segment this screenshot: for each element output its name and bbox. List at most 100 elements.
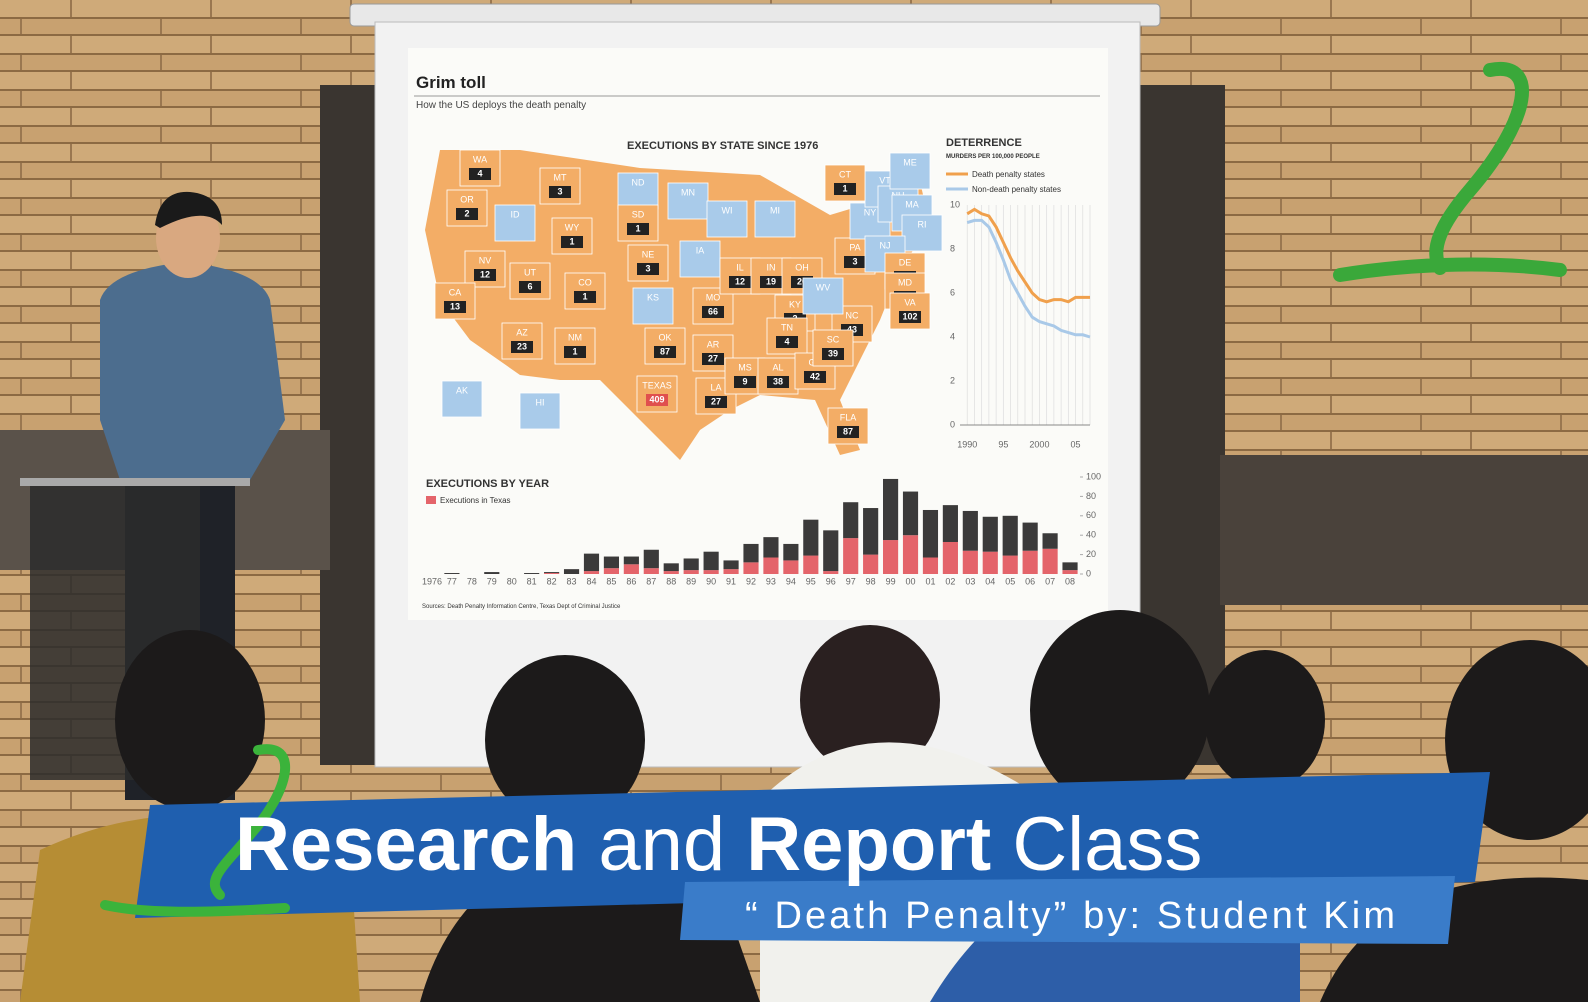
bar [1062,570,1077,574]
x-tick-label: 2000 [1029,439,1049,449]
state-label: SC [827,334,840,344]
state-label: KY [789,299,801,309]
bar [704,570,719,574]
state-count: 12 [735,276,745,286]
x-tick-label: 86 [626,576,636,586]
x-tick-label: 91 [726,576,736,586]
bar [943,542,958,574]
state-count: 23 [517,341,527,351]
bar [1043,549,1058,574]
bar [883,540,898,574]
bar [524,573,539,574]
source: Sources: Death Penalty Information Centr… [422,604,621,610]
x-tick-label: 99 [886,576,896,586]
bar [444,573,459,574]
x-tick-label: 06 [1025,576,1035,586]
state-count: 1 [569,236,574,246]
state-count: 409 [649,394,664,404]
bar [943,505,958,542]
bar [863,508,878,555]
x-tick-label: 78 [467,576,477,586]
state-label: MI [770,205,780,215]
bar [923,510,938,558]
x-tick-label: 92 [746,576,756,586]
state-label: MN [681,187,695,197]
state-count: 87 [660,346,670,356]
slide-subtitle: How the US deploys the death penalty [416,100,586,111]
state-count: 9 [742,376,747,386]
y-tick-label: 4 [950,331,955,341]
legend-label: Non-death penalty states [972,185,1061,194]
state-label: AR [707,339,720,349]
x-tick-label: 89 [686,576,696,586]
x-tick-label: 04 [985,576,995,586]
legend-label: Death penalty states [972,170,1045,179]
bar [963,511,978,551]
state-count: 42 [810,371,820,381]
state-label: IN [767,262,776,272]
x-tick-label: 03 [965,576,975,586]
state-label: WV [816,282,831,292]
y-tick-label: 20 [1086,549,1096,559]
deterrence-subtitle: MURDERS PER 100,000 PEOPLE [946,154,1040,160]
state-label: VA [904,297,915,307]
banner-title: Research and Report Class [235,802,1202,887]
map-title: EXECUTIONS BY STATE SINCE 1976 [627,140,818,152]
state-label: UT [524,267,536,277]
x-tick-label: 80 [507,576,517,586]
state-label: FLA [840,412,857,422]
state-count: 27 [711,396,721,406]
y-tick-label: 40 [1086,530,1096,540]
state-label: MD [898,277,912,287]
bar [983,552,998,574]
x-tick-label: 90 [706,576,716,586]
x-tick-label: 94 [786,576,796,586]
legend-label: Executions in Texas [440,496,511,505]
state-label: MA [905,199,919,209]
x-tick-label: 81 [527,576,537,586]
x-tick-label: 07 [1045,576,1055,586]
bar [763,558,778,574]
bar [783,544,798,560]
state-label: CT [839,169,851,179]
x-tick-label: 88 [666,576,676,586]
bar [484,572,499,574]
x-tick-label: 00 [906,576,916,586]
state-label: ME [903,157,917,167]
bar [1062,562,1077,570]
state-label: WI [722,205,733,215]
y-tick-label: 10 [950,199,960,209]
x-tick-label: 02 [945,576,955,586]
state-count: 13 [450,301,460,311]
state-count: 66 [708,306,718,316]
bar [1023,551,1038,574]
state-label: RI [918,219,927,229]
state-label: SD [632,209,645,219]
bar [903,492,918,536]
state-label: MS [738,362,752,372]
state-label: NY [864,207,877,217]
state-count: 1 [572,346,577,356]
state-count: 12 [480,269,490,279]
bar [863,555,878,574]
y-tick-label: 80 [1086,491,1096,501]
bar [923,558,938,574]
bar [544,572,559,573]
state-label: TEXAS [642,380,672,390]
bar [644,550,659,568]
bar [544,573,559,574]
x-tick-label: 87 [646,576,656,586]
x-tick-label: 05 [1005,576,1015,586]
x-tick-label: 08 [1065,576,1075,586]
state-count: 3 [645,263,650,273]
x-tick-label: 96 [826,576,836,586]
state-count: 1 [635,223,640,233]
bar [1023,523,1038,551]
bar [763,537,778,557]
bar [843,502,858,538]
legend-swatch [426,496,436,504]
bar [584,554,599,571]
bar [963,551,978,574]
banner-title-part: and [598,802,725,887]
bar [1003,516,1018,556]
